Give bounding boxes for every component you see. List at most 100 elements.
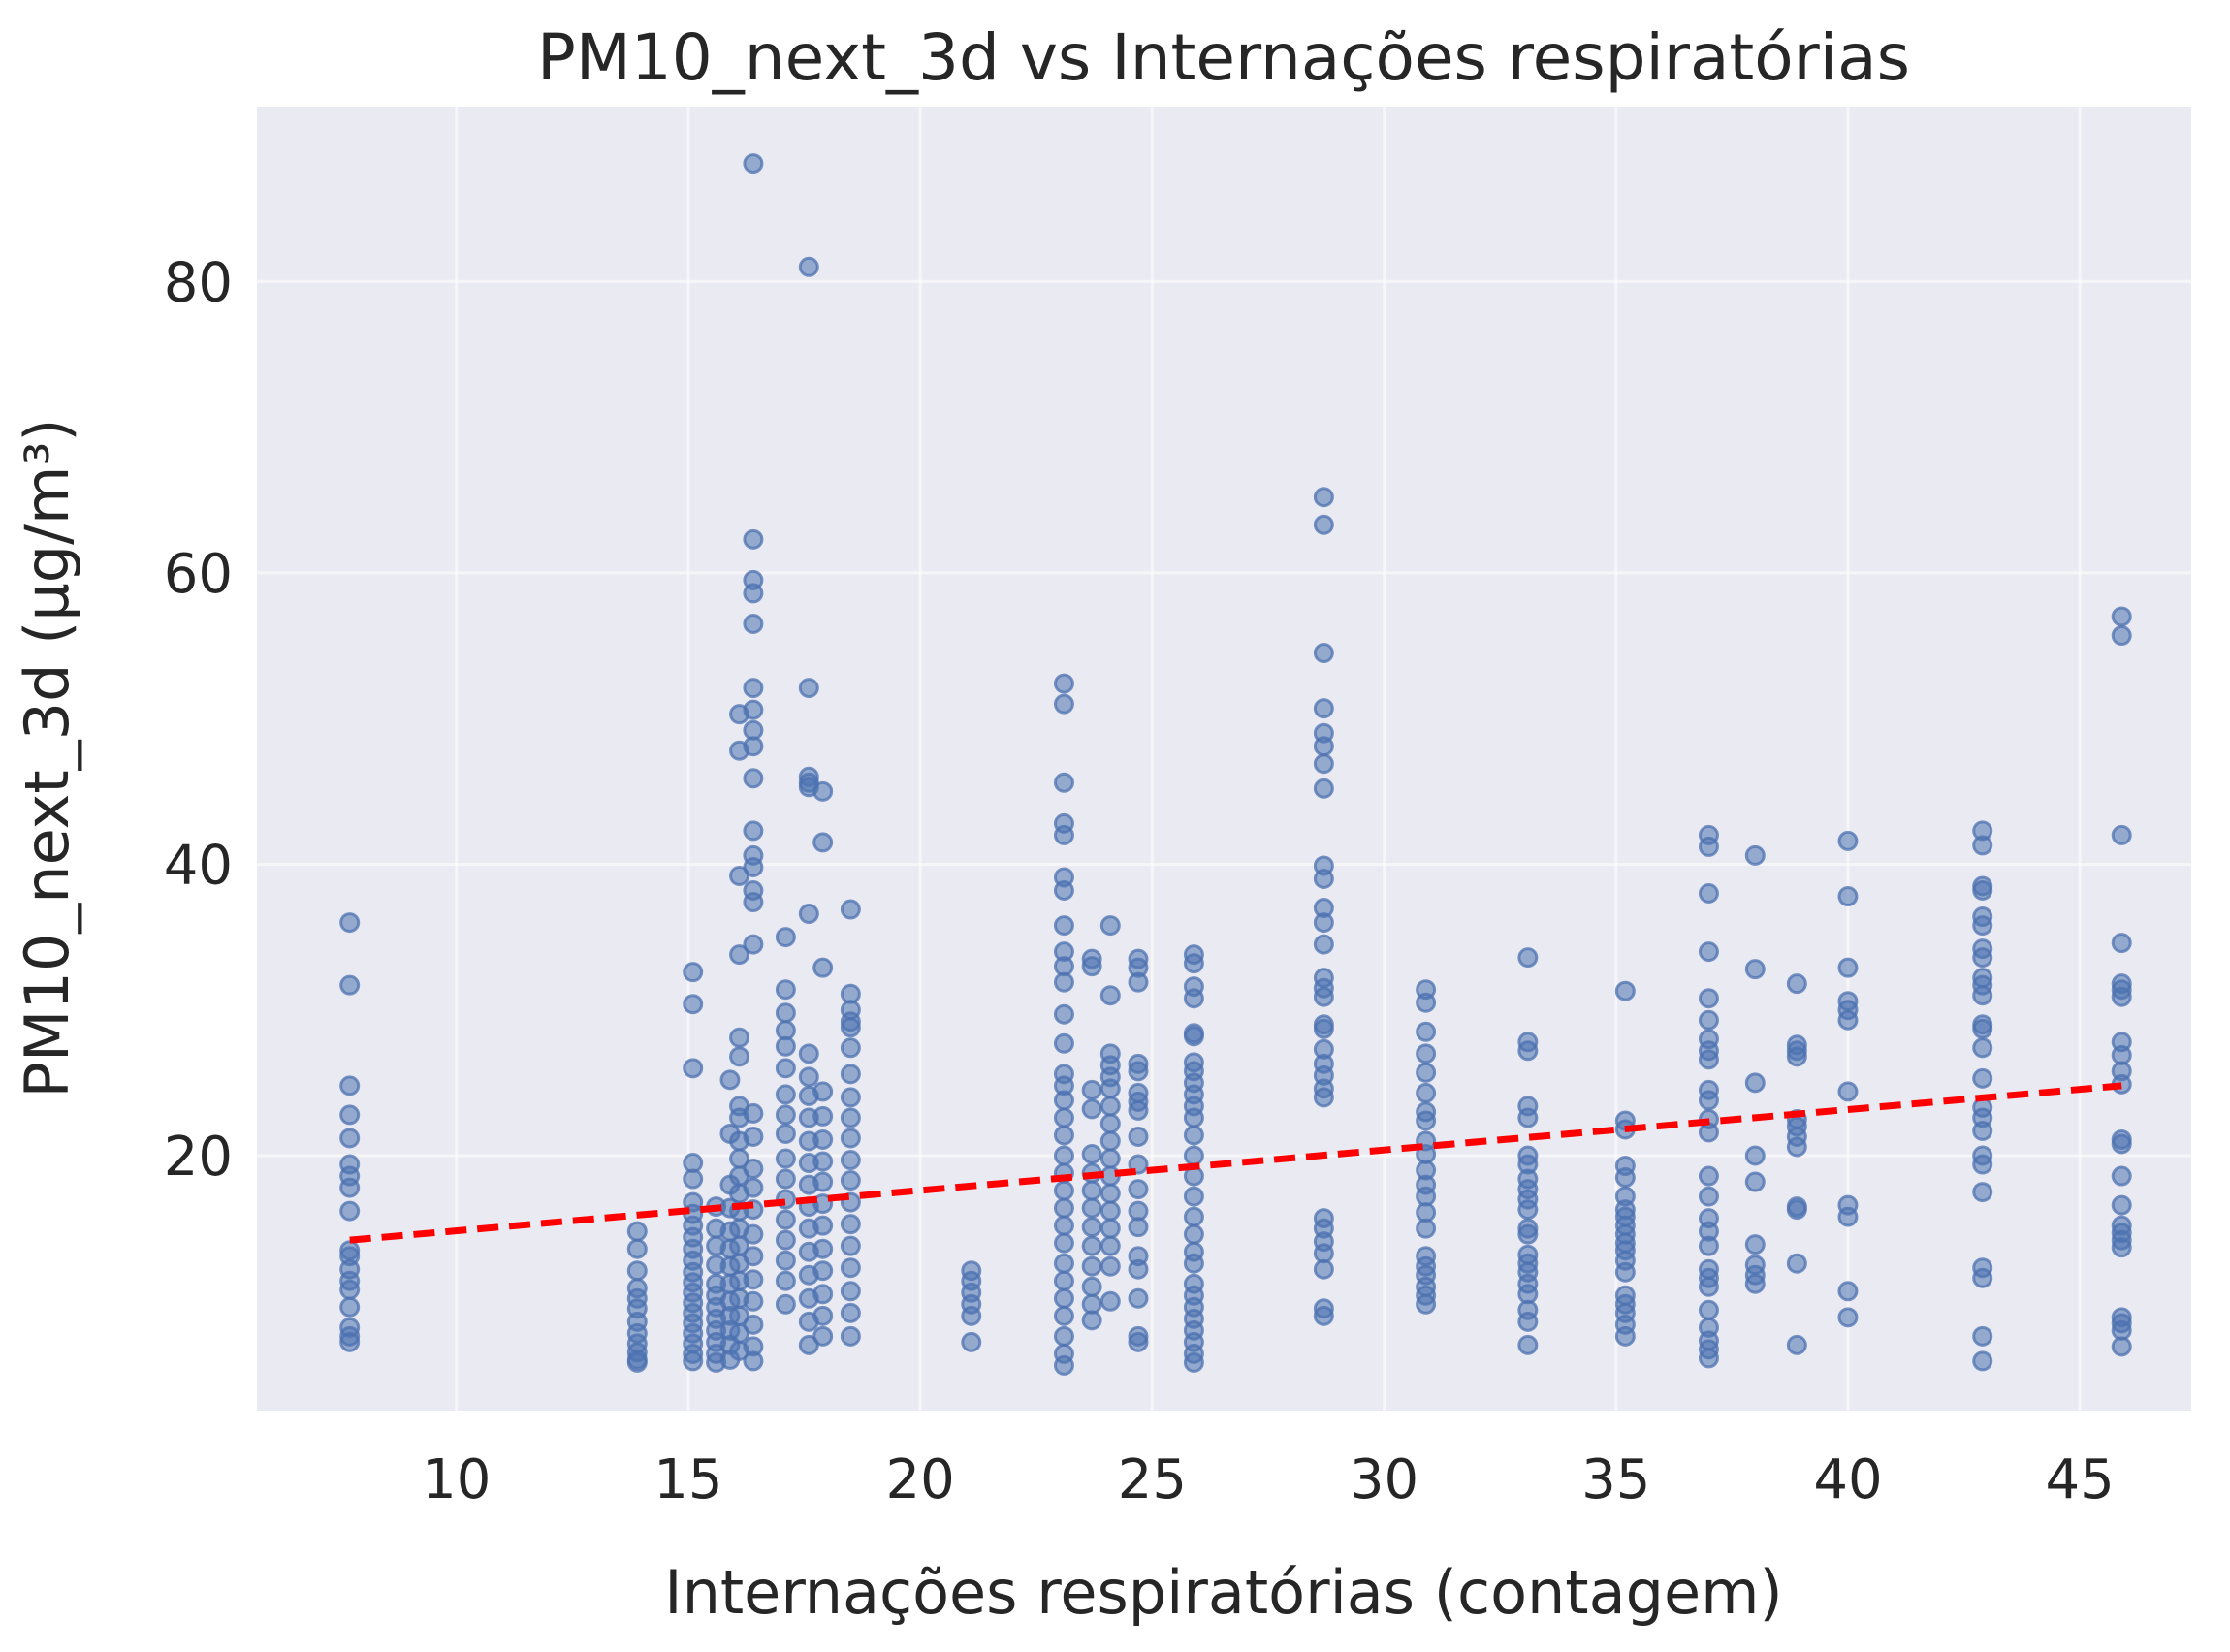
data-point xyxy=(1099,1113,1121,1134)
data-point xyxy=(626,1351,648,1373)
data-point xyxy=(1786,1253,1807,1274)
data-point xyxy=(743,1126,764,1147)
data-point xyxy=(1183,1125,1204,1146)
data-point xyxy=(1053,1270,1074,1291)
data-point xyxy=(626,1238,648,1259)
data-point xyxy=(1744,1273,1766,1294)
data-point xyxy=(1972,835,1993,856)
data-point xyxy=(1972,1037,1993,1059)
data-point xyxy=(812,1105,834,1127)
data-point xyxy=(1099,1183,1121,1204)
data-point xyxy=(812,1325,834,1347)
data-point xyxy=(1183,1026,1204,1047)
data-point xyxy=(1053,915,1074,937)
data-point xyxy=(1416,1062,1437,1083)
data-point xyxy=(1416,1293,1437,1315)
data-point xyxy=(1517,1199,1539,1221)
data-point xyxy=(1416,992,1437,1013)
data-point xyxy=(1081,1217,1102,1238)
grid-lines xyxy=(257,107,2191,1411)
data-point xyxy=(798,904,819,925)
data-point xyxy=(1313,736,1334,757)
data-point xyxy=(1053,1003,1074,1025)
data-point xyxy=(339,1128,361,1149)
data-point xyxy=(1313,1305,1334,1326)
data-point xyxy=(1698,1009,1719,1031)
data-point xyxy=(798,1043,819,1064)
data-point xyxy=(1128,1258,1149,1280)
data-point xyxy=(1183,953,1204,974)
data-point xyxy=(683,1350,704,1372)
data-point xyxy=(840,1235,861,1256)
data-point xyxy=(840,1017,861,1038)
data-point xyxy=(683,994,704,1015)
data-point xyxy=(1053,1145,1074,1166)
data-point xyxy=(1744,1171,1766,1192)
data-point xyxy=(743,1159,764,1180)
data-point xyxy=(1698,1186,1719,1207)
data-point xyxy=(1099,985,1121,1006)
data-point xyxy=(1313,514,1334,535)
data-point xyxy=(1972,1325,1993,1347)
data-point xyxy=(743,528,764,550)
data-point xyxy=(840,1325,861,1347)
data-point xyxy=(1786,1046,1807,1067)
data-point xyxy=(1837,1281,1859,1302)
data-point xyxy=(2111,1237,2132,1258)
data-point xyxy=(840,1107,861,1128)
data-point xyxy=(2111,933,2132,954)
data-point xyxy=(1183,1206,1204,1227)
data-point xyxy=(1183,1145,1204,1166)
data-point xyxy=(1786,973,1807,995)
data-point xyxy=(1183,1107,1204,1128)
data-point xyxy=(1053,1107,1074,1128)
data-point xyxy=(1313,1258,1334,1280)
data-point xyxy=(1517,947,1539,969)
data-point xyxy=(1786,1334,1807,1355)
data-point xyxy=(1128,1287,1149,1309)
data-point xyxy=(1128,1217,1149,1238)
data-point xyxy=(339,912,361,934)
data-point xyxy=(1099,1096,1121,1117)
data-point xyxy=(840,1257,861,1279)
y-axis-label: PM10_next_3d (µg/m³) xyxy=(12,419,82,1098)
data-point xyxy=(1698,1165,1719,1187)
data-point xyxy=(1053,1215,1074,1236)
data-point xyxy=(840,899,861,920)
data-point xyxy=(2111,1133,2132,1155)
data-point xyxy=(626,1260,648,1282)
data-point xyxy=(1416,1043,1437,1064)
data-point xyxy=(743,1269,764,1290)
data-point xyxy=(1786,1136,1807,1158)
data-point xyxy=(1698,1122,1719,1143)
data-point xyxy=(743,768,764,789)
data-point xyxy=(812,1151,834,1172)
data-point xyxy=(1183,1223,1204,1245)
data-point xyxy=(812,1081,834,1102)
data-point xyxy=(1053,1253,1074,1274)
data-point xyxy=(1698,1235,1719,1256)
data-point xyxy=(683,1168,704,1190)
data-point xyxy=(1081,1180,1102,1201)
data-point xyxy=(1183,1253,1204,1274)
data-point xyxy=(743,1314,764,1335)
data-point xyxy=(1313,643,1334,664)
data-point xyxy=(1313,753,1334,775)
data-point xyxy=(743,892,764,913)
data-point xyxy=(1099,1218,1121,1239)
data-point xyxy=(1744,1234,1766,1255)
data-point xyxy=(840,1128,861,1149)
data-point xyxy=(1786,1199,1807,1221)
data-point xyxy=(1081,1144,1102,1165)
data-point xyxy=(1053,1090,1074,1111)
data-point xyxy=(775,1148,796,1169)
data-point xyxy=(1128,1179,1149,1200)
data-point xyxy=(775,1168,796,1190)
data-point xyxy=(1698,1049,1719,1070)
data-point xyxy=(626,1221,648,1242)
data-point xyxy=(1517,1334,1539,1355)
data-point xyxy=(743,1102,764,1124)
data-point xyxy=(1972,880,1993,902)
data-point xyxy=(743,1350,764,1372)
data-point xyxy=(1053,1287,1074,1309)
